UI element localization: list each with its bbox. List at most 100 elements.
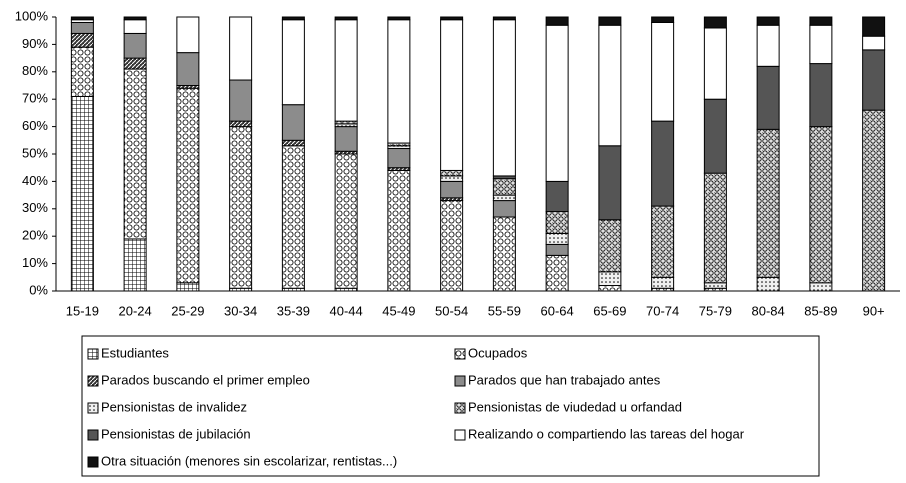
y-tick-label: 50% [22,145,48,160]
bar-segment [651,120,675,207]
bar-segment [492,178,516,196]
bar-segment [70,16,94,21]
bar-segment [703,172,727,284]
bar-segment [545,24,569,182]
bar-segment [492,19,516,177]
bar-segment [703,98,727,174]
bar-segment [651,16,675,23]
bar-segment [651,205,675,278]
x-tick-label: 65-69 [593,303,626,318]
bar-segment [70,95,94,292]
legend-swatch [87,429,99,441]
bar-segment [281,19,305,106]
y-tick-label: 10% [22,255,48,270]
y-tick-label: 80% [22,63,48,78]
bar-segment [70,21,94,34]
bar-segment [440,19,464,171]
bar-segment [440,169,464,177]
legend-swatch [87,375,99,387]
legend-label: Parados que han trabajado antes [468,372,661,387]
bar-segment [756,16,780,26]
legend-label: Ocupados [468,345,528,360]
x-tick-label: 50-54 [435,303,468,318]
bar-segment [440,200,464,292]
bar-segment [440,16,464,21]
bar-segment [176,52,200,86]
bar-segment [176,87,200,284]
bar-segment [809,282,833,292]
bar-segment [862,109,886,292]
bar-segment [756,128,780,278]
bar-segment [492,194,516,202]
bar-segment [756,65,780,130]
x-tick-label: 30-34 [224,303,257,318]
y-tick-label: 20% [22,228,48,243]
x-tick-label: 75-79 [699,303,732,318]
bar-segment [334,126,358,152]
y-tick-label: 70% [22,91,48,106]
bar-segment [123,57,147,70]
legend-label: Otra situación (menores sin escolarizar,… [101,453,397,468]
bar-segment [545,211,569,234]
bar-segment [176,16,200,54]
legend-swatch [454,348,466,360]
bar-segment [492,216,516,292]
bar-segment [703,282,727,289]
legend-box [81,335,820,477]
bar-segment [440,175,464,182]
x-tick-label: 25-29 [171,303,204,318]
legend-label: Pensionistas de jubilación [101,426,251,441]
bar-segment [229,120,253,128]
y-tick-label: 60% [22,118,48,133]
legend-label: Estudiantes [101,345,169,360]
bar-segment [123,32,147,59]
bar-segment [598,271,622,287]
bar-segment [598,145,622,221]
x-tick-label: 85-89 [804,303,837,318]
legend-label: Realizando o compartiendo las tareas del… [468,426,745,441]
bar-segment [598,285,622,292]
legend-label: Pensionistas de viudedad u orfandad [468,399,682,414]
bar-segment [809,126,833,284]
y-tick-label: 0% [29,282,48,297]
y-tick-label: 90% [22,36,48,51]
bar-segment [703,16,727,29]
x-tick-label: 60-64 [541,303,574,318]
bar-segment [651,276,675,289]
bar-segment [123,68,147,240]
y-tick-label: 40% [22,173,48,188]
x-tick-label: 90+ [863,303,885,318]
bar-segment [545,243,569,256]
bar-segment [862,49,886,111]
bar-segment [862,35,886,51]
bar-segment [229,79,253,122]
x-tick-label: 70-74 [646,303,679,318]
legend-label: Pensionistas de invalidez [101,399,247,414]
bar-segment [492,200,516,218]
bar-segment [281,139,305,147]
bar-segment [123,16,147,21]
bar-segment [545,232,569,245]
bar-segment [809,63,833,128]
bar-segment [176,282,200,292]
x-tick-label: 80-84 [752,303,785,318]
bar-segment [387,16,411,21]
bar-segment [123,238,147,292]
bar-segment [387,169,411,292]
bar-segment [281,145,305,289]
bar-segment [545,16,569,26]
x-tick-label: 15-19 [66,303,99,318]
bar-segment [123,19,147,34]
x-tick-label: 45-49 [382,303,415,318]
legend-label: Parados buscando el primer empleo [101,372,310,387]
legend-swatch [454,375,466,387]
y-tick-label: 30% [22,200,48,215]
x-tick-label: 40-44 [330,303,363,318]
bar-segment [703,27,727,100]
y-tick-label: 100% [15,8,49,23]
bar-segment [651,21,675,122]
bar-segment [598,24,622,147]
bar-segment [334,19,358,122]
legend-swatch [87,348,99,360]
